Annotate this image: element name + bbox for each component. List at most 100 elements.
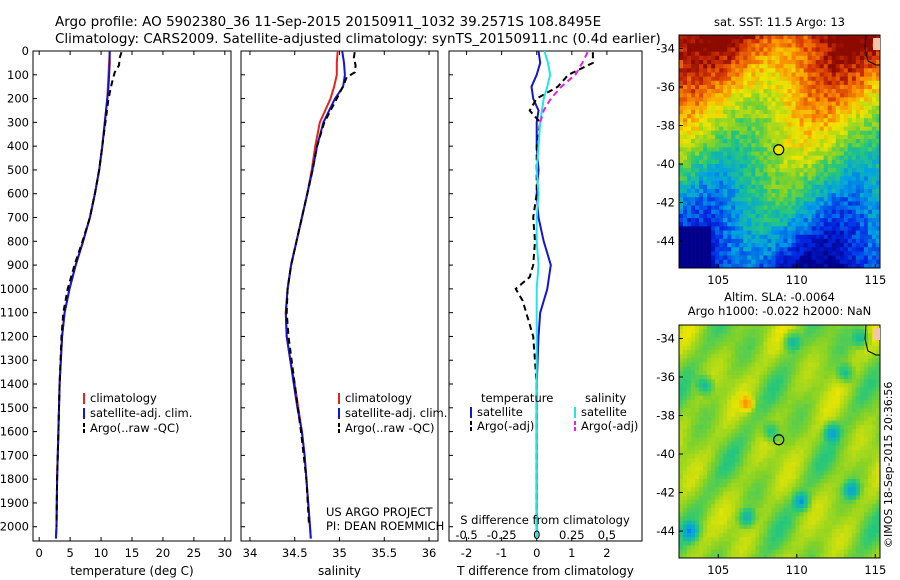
sst-map-cell [683, 159, 688, 165]
sla-map-cell [735, 437, 740, 442]
sla-map-cell [871, 374, 877, 380]
sst-map-cell [875, 263, 881, 269]
sst-map-cell [735, 89, 740, 94]
sst-map-cell [715, 114, 720, 119]
sst-map-cell [843, 155, 849, 161]
sst-map-cell [875, 101, 881, 107]
sst-map-cell [703, 230, 708, 236]
sst-map-cell [687, 39, 692, 44]
sst-map-cell [827, 163, 833, 169]
sst-map-cell [863, 43, 869, 48]
sla-map-cell [783, 366, 788, 372]
sst-map-cell [875, 197, 881, 202]
sst-map-cell [691, 255, 696, 261]
sla-map-cell [699, 478, 704, 484]
sla-map-cell [819, 408, 825, 413]
sla-map-cell [747, 391, 752, 397]
sst-map-cell [759, 222, 764, 227]
sst-map-cell [715, 197, 720, 202]
sla-map-cell [867, 478, 873, 484]
sst-map-cell [875, 97, 881, 102]
sla-map-cell [847, 453, 853, 459]
sst-map-cell [819, 93, 825, 98]
sla-map-cell [715, 462, 720, 467]
sla-map-cell [763, 395, 768, 401]
sst-map-cell [767, 105, 772, 111]
sst-map-cell [755, 188, 760, 194]
sst-map-cell [787, 55, 792, 61]
sst-map-cell [823, 243, 829, 248]
sst-map-cell [851, 222, 857, 227]
sst-map-cell [699, 43, 704, 48]
sla-map-cell [867, 354, 873, 359]
sst-map-cell [775, 172, 780, 177]
sst-map-cell [839, 159, 845, 165]
sla-map-cell [719, 478, 724, 484]
sst-map-cell [839, 39, 845, 44]
sla-map-cell [775, 325, 780, 330]
sst-map-cell [795, 234, 800, 240]
sla-map-cell [807, 349, 813, 355]
sla-map-cell [779, 383, 784, 388]
sla-map-cell [755, 404, 760, 409]
sst-map-cell [791, 247, 796, 252]
sst-map-cell [867, 163, 873, 169]
sla-map-cell [719, 325, 724, 330]
sst-map-cell [791, 80, 796, 86]
sst-map-cell [735, 114, 740, 119]
sla-map-cell [815, 408, 821, 413]
sst-map-cell [739, 159, 744, 165]
sla-map-cell [807, 458, 813, 463]
sla-map-cell [723, 399, 728, 405]
sst-map-cell [871, 126, 877, 132]
sst-map-cell [771, 238, 776, 244]
sst-map-cell [691, 68, 696, 73]
sla-map-cell [767, 437, 772, 442]
sla-map-cell [863, 395, 869, 401]
sst-map-cell [835, 218, 841, 223]
difference-legend-heading: salinity [585, 391, 626, 405]
sla-map-cell [723, 345, 728, 351]
sst-map-cell [827, 151, 833, 157]
sla-map-cell [711, 458, 716, 463]
sst-map-cell [703, 51, 708, 57]
sst-map-cell [755, 151, 760, 157]
sla-map-cell [735, 412, 740, 417]
sst-map-cell [867, 259, 873, 265]
sst-map-cell [739, 143, 744, 148]
sla-map-cell [835, 379, 841, 384]
sst-map-cell [843, 159, 849, 165]
sla-map-cell [867, 462, 873, 467]
sla-map-cell [767, 433, 772, 438]
sla-map-cell [867, 362, 873, 367]
sst-map-cell [783, 247, 788, 252]
sst-map-cell [803, 118, 808, 123]
sst-map-cell [831, 155, 837, 161]
sst-map-cell [679, 139, 684, 144]
sla-map-cell [747, 412, 752, 417]
sst-map-cell [787, 255, 792, 261]
sla-map-cell [739, 453, 744, 459]
sst-map-cell [871, 251, 877, 256]
differences-series-line [539, 51, 589, 123]
sla-map-cell [815, 483, 821, 488]
sst-map-cell [867, 130, 873, 136]
sla-map-cell [839, 437, 845, 442]
sla-map-cell [823, 453, 829, 459]
sst-map-cell [735, 118, 740, 123]
sst-map-cell [751, 130, 756, 136]
sst-map-cell [807, 93, 813, 98]
sst-map-cell [819, 176, 825, 181]
sla-map-cell [743, 408, 748, 413]
sst-map-cell [703, 109, 708, 115]
sla-map-cell [763, 458, 768, 463]
sst-map-cell [715, 209, 720, 215]
sst-map-cell [679, 39, 684, 44]
sla-map-cell [703, 329, 708, 334]
sst-map-cell [847, 105, 853, 111]
sla-map-cell [851, 458, 857, 463]
sst-map-cell [835, 155, 841, 161]
sst-map-cell [811, 134, 817, 140]
sla-map-cell [851, 412, 857, 417]
sst-map-cell [731, 243, 736, 248]
